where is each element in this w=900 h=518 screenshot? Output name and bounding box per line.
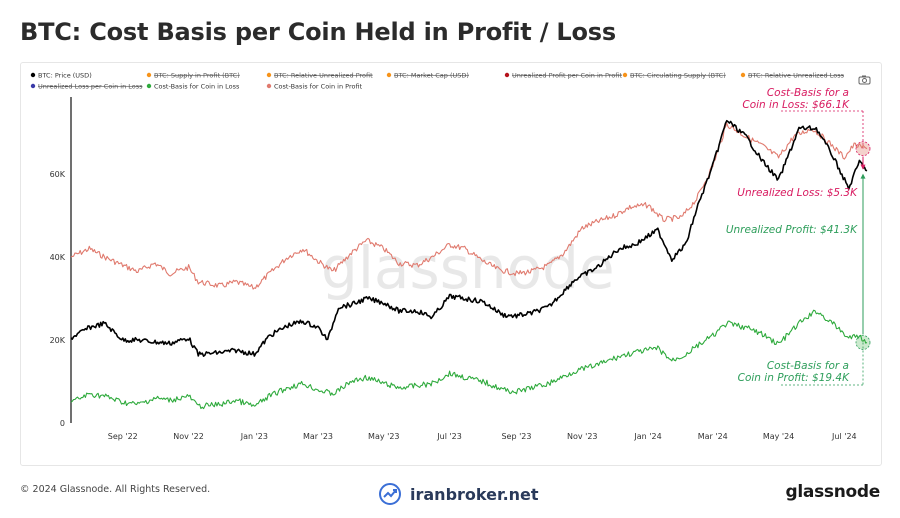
x-tick-label: Nov '22 [173,432,204,441]
brand-text: iranbroker.net [410,484,539,504]
arrow-head-icon [860,173,866,179]
x-tick-label: Sep '23 [501,432,531,441]
annot-profit-basis-line1: Cost-Basis for a [767,360,849,372]
chart-annotations: Cost-Basis for a Coin in Loss: $66.1K Un… [726,87,858,384]
y-tick-label: 40K [50,253,66,262]
legend-marker[interactable] [30,83,36,89]
page-title: BTC: Cost Basis per Coin Held in Profit … [20,18,616,46]
x-tick-label: Mar '24 [698,432,728,441]
series-line [70,309,868,410]
x-tick-label: Sep '22 [108,432,138,441]
chart-svg: BTC: Price (USD) BTC: Supply in Profit (B… [30,71,871,441]
camera-icon[interactable] [858,75,871,85]
legend-marker[interactable] [266,83,272,89]
annot-loss-basis-line1: Cost-Basis for a [767,87,849,99]
x-tick-label: May '23 [368,432,399,441]
profit-basis-marker [855,335,871,350]
glassnode-logo: glassnode [785,482,881,502]
chart-axes: 0 20K 40K 60K Sep '22 Nov '22 Jan '23 Mar '23 Ma… [50,97,857,441]
legend-marker[interactable] [386,72,392,78]
chart-panel: BTC: Price (USD) BTC: Supply in Profit (B… [20,62,882,466]
legend-item[interactable]: BTC: Relative Unrealized Profit [274,71,373,79]
chart-series [70,110,871,410]
arrow-head-icon [860,164,866,170]
annot-loss-basis-line2: Coin in Loss: $66.1K [742,99,850,111]
y-tick-label: 20K [50,336,66,345]
legend-marker[interactable] [622,72,628,78]
legend-marker[interactable] [266,72,272,78]
legend-marker[interactable] [146,72,152,78]
x-tick-label: Jan '23 [240,432,268,441]
annot-unrealized-loss: Unrealized Loss: $5.3K [737,187,858,199]
legend-item[interactable]: BTC: Supply in Profit (BTC) [154,71,240,79]
legend-item[interactable]: Cost-Basis for Coin in Loss [154,82,240,90]
legend-marker[interactable] [30,72,36,78]
x-tick-label: Jul '24 [831,432,857,441]
x-tick-label: Nov '23 [567,432,598,441]
x-tick-label: Jan '24 [633,432,661,441]
iranbroker-logo-icon [379,483,401,505]
legend-item[interactable]: BTC: Circulating Supply (BTC) [630,71,726,79]
legend-item[interactable]: BTC: Price (USD) [38,71,92,79]
chart-legend: BTC: Price (USD) BTC: Supply in Profit (B… [30,71,845,90]
x-tick-label: Jul '23 [436,432,462,441]
annot-profit-basis-line2: Coin in Profit: $19.4K [738,372,850,384]
series-line [70,119,868,357]
legend-marker[interactable] [504,72,510,78]
x-tick-label: Mar '23 [303,432,333,441]
footer-copyright: © 2024 Glassnode. All Rights Reserved. [20,484,211,495]
legend-item[interactable]: Unrealized Loss per Coin in Loss [38,82,143,90]
legend-marker[interactable] [146,83,152,89]
legend-item[interactable]: Unrealized Profit per Coin in Profit [512,71,622,79]
y-tick-label: 60K [50,170,66,179]
y-tick-label: 0 [60,419,65,428]
series-line [70,122,868,290]
legend-item[interactable]: Cost-Basis for Coin in Profit [274,82,363,90]
loss-basis-marker [855,141,871,157]
annot-unrealized-profit: Unrealized Profit: $41.3K [726,224,858,236]
legend-marker[interactable] [740,72,746,78]
legend-item[interactable]: BTC: Relative Unrealized Loss [748,71,845,79]
x-tick-label: May '24 [763,432,794,441]
legend-item[interactable]: BTC: Market Cap (USD) [394,71,469,79]
footer-brand[interactable]: iranbroker.net [378,482,539,506]
